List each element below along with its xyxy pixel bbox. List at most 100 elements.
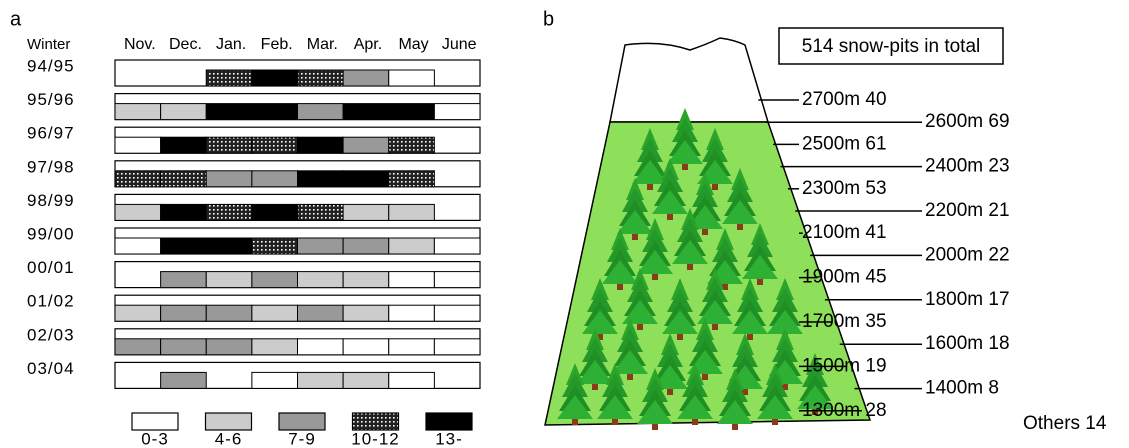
cell [342,371,390,389]
winter-label: 02/03 [27,325,75,344]
winter-label: 03/04 [27,359,75,378]
cell [251,371,298,389]
winter-label: 00/01 [27,258,75,277]
cell [297,338,344,356]
legend-swatch [131,412,179,431]
winter-label: 95/96 [27,90,75,109]
cell [251,69,298,87]
cell [388,371,435,389]
elevation-label: 2300m 53 [802,178,887,199]
cell [160,338,207,356]
cell [160,103,207,121]
cell [160,237,207,255]
elevation-label: 1600m 18 [925,333,1010,354]
cell [205,304,253,322]
cell [205,271,253,289]
legend-swatch [278,412,326,431]
legend-swatch [425,412,473,431]
cell [114,237,162,255]
cell [114,304,162,322]
elevation-label: 1300m 28 [802,400,887,421]
cell [297,304,344,322]
cell [297,103,344,121]
cell [342,304,390,322]
winter-label: 94/95 [27,56,75,75]
cell [297,69,344,87]
elevation-label: 1700m 35 [802,311,887,332]
elevation-label: 2400m 23 [925,156,1010,177]
cell [251,304,298,322]
cell [160,371,207,389]
row-header: Winter [27,36,70,53]
cell [342,237,390,255]
month-label: Apr. [354,36,382,53]
elevation-label: 2700m 40 [802,89,887,110]
cell [160,203,207,221]
cell [205,338,253,356]
legend-label: 10-12 [351,429,399,448]
cell [388,69,435,87]
panel-label: b [543,8,554,30]
cell [251,237,298,255]
cell [205,69,253,87]
cell [114,103,162,121]
legend-label: 13- [435,429,463,448]
month-label: Mar. [307,36,338,53]
winter-label: 97/98 [27,157,75,176]
snow-cap [609,37,770,123]
cell [388,170,435,188]
total-box [778,27,1004,65]
month-label: Nov. [124,36,156,53]
elevation-label: 2000m 22 [925,244,1010,265]
month-label: May [398,36,428,53]
cell [388,136,435,154]
cell [342,271,390,289]
elevation-label: 2500m 61 [802,133,887,154]
cell [160,271,207,289]
cell [251,203,298,221]
legend-label: 4-6 [215,429,243,448]
cell [251,170,298,188]
winter-label: 99/00 [27,224,75,243]
legend-swatch [351,412,400,431]
cell [342,136,390,154]
cell [297,136,344,154]
cell [114,170,162,188]
elevation-label: 1800m 17 [925,289,1010,310]
cell [205,136,253,154]
cell [160,170,207,188]
cell [251,103,298,121]
month-label: Dec. [169,36,202,53]
cell [388,304,435,322]
cell [433,271,481,289]
cell [297,237,344,255]
cell [388,338,435,356]
month-label: Feb. [261,36,293,53]
cell [114,136,162,154]
month-label: June [442,36,477,53]
cell [205,170,253,188]
cell [388,237,435,255]
cell [160,304,207,322]
cell [114,338,162,356]
cell [433,237,481,255]
cell [433,338,481,356]
elevation-label: 1900m 45 [802,267,887,288]
cell [297,170,344,188]
cell [388,203,435,221]
cell [433,304,481,322]
cell [251,271,298,289]
cell [297,271,344,289]
winter-label: 01/02 [27,292,75,311]
panel-label: a [10,8,22,30]
legend-label: 7-9 [288,429,316,448]
month-label: Jan. [216,36,246,53]
elevation-label: 2100m 41 [802,222,887,243]
cell [297,371,344,389]
legend-label: 0-3 [141,429,169,448]
cell [251,338,298,356]
legend-swatch [204,412,253,431]
others-label: Others 14 [1023,413,1107,434]
total-label: 514 snow-pits in total [802,36,981,57]
